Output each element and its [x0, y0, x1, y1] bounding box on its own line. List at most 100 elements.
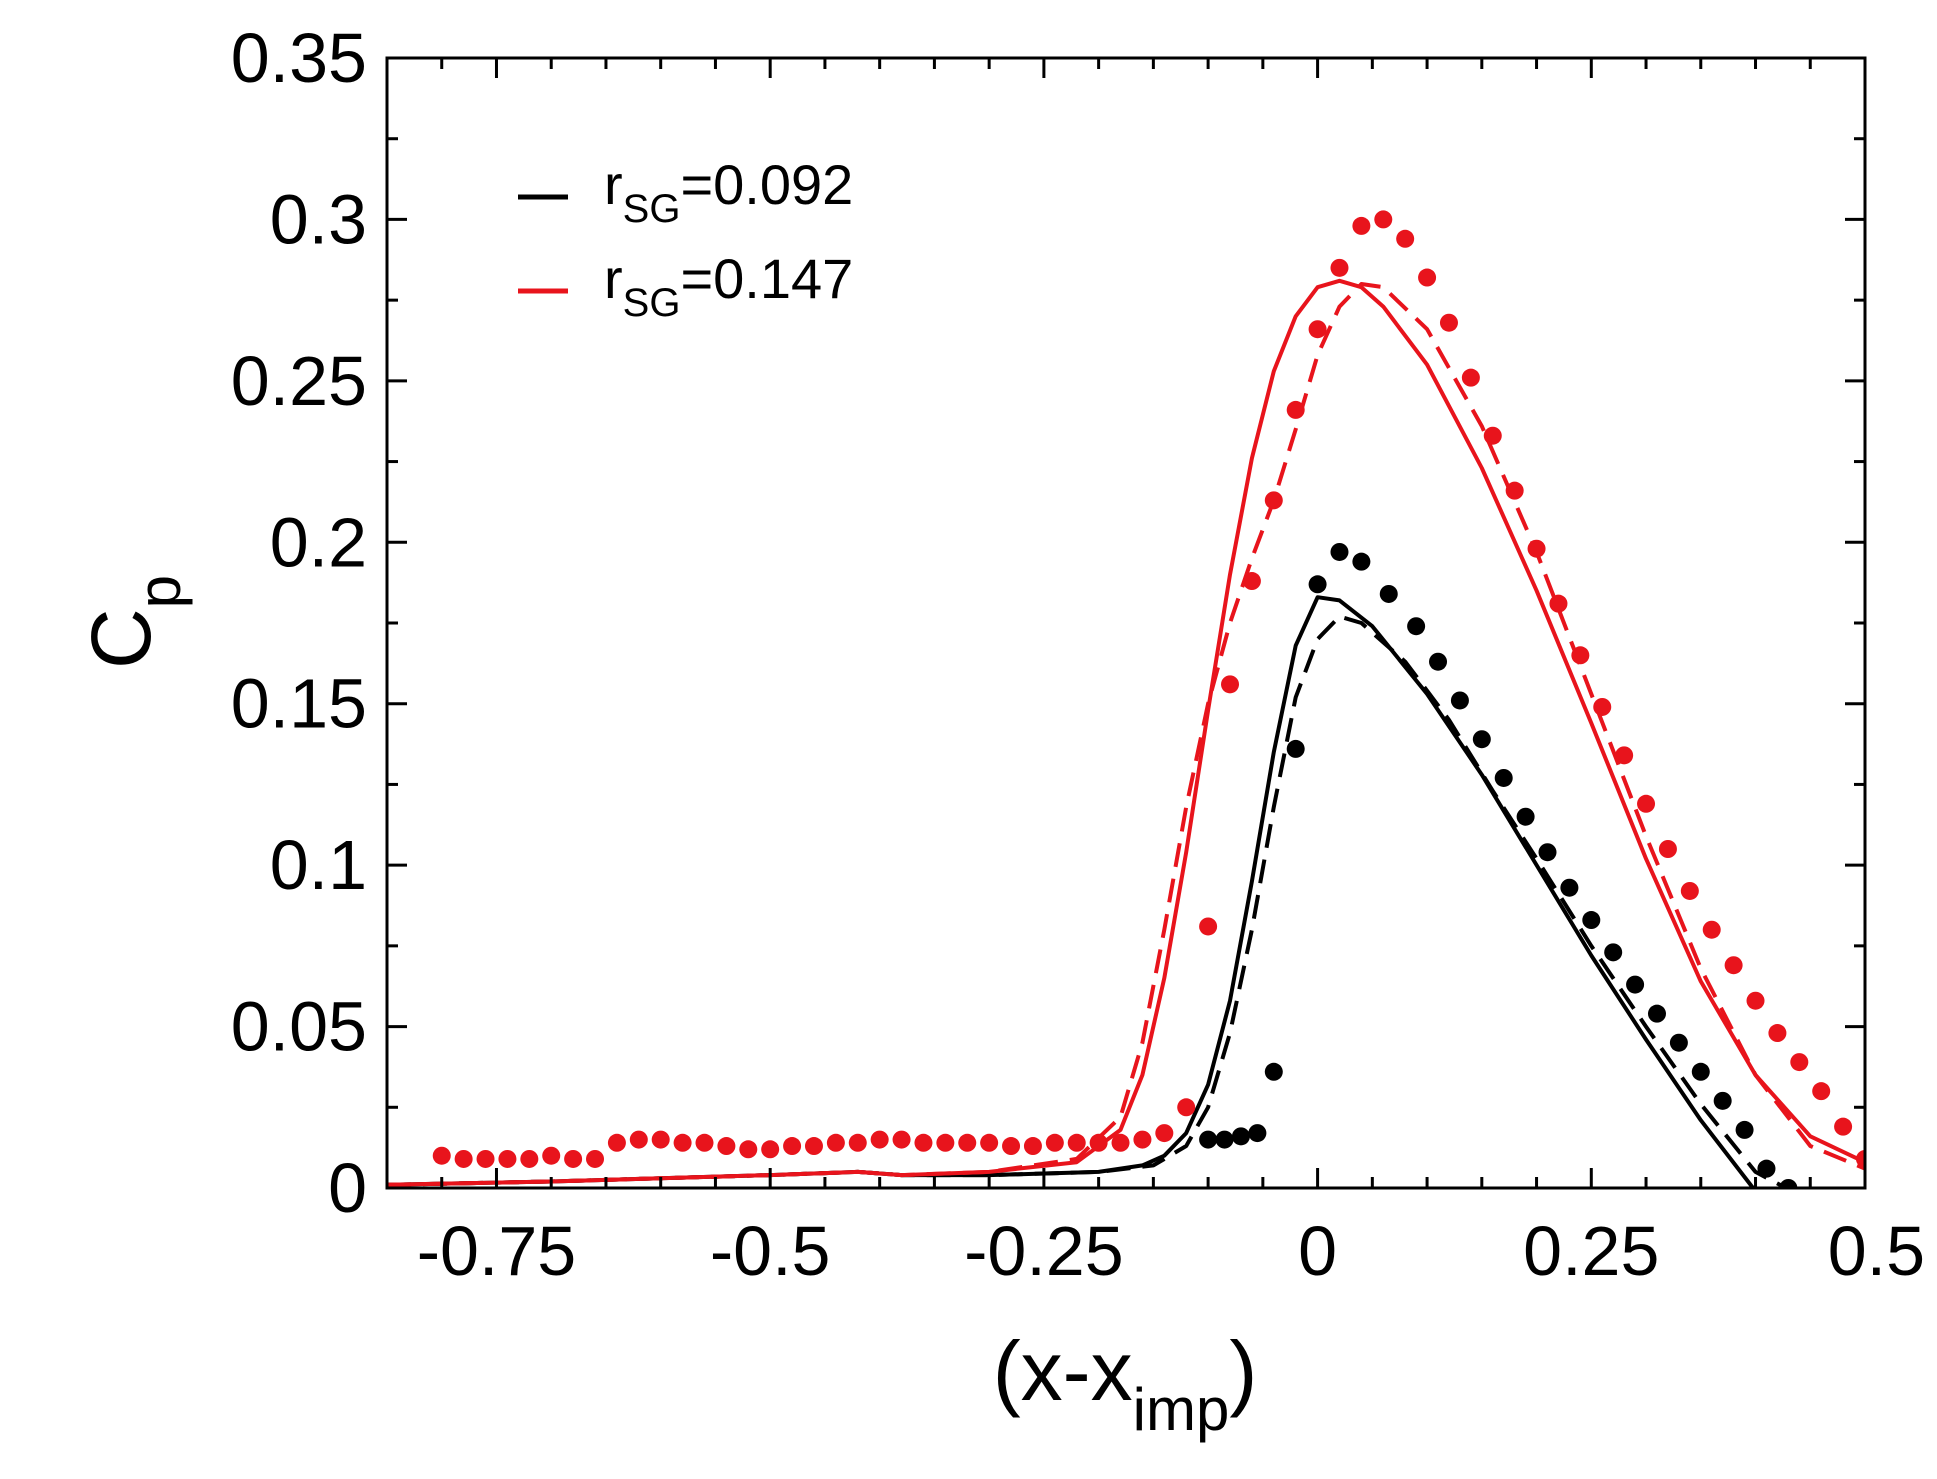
series-6-marker: [1724, 956, 1743, 975]
x-tick-label: -0.75: [417, 1212, 577, 1290]
series-3-marker: [1264, 1062, 1283, 1081]
series-6-marker: [586, 1149, 605, 1168]
x-tick-label: 0.25: [1523, 1212, 1659, 1290]
series-6-marker: [1264, 491, 1283, 510]
series-3-marker: [1757, 1159, 1776, 1178]
series-6-marker: [454, 1149, 473, 1168]
y-tick-label: 0.2: [270, 503, 367, 581]
series-6-marker: [1549, 594, 1568, 613]
series-6-marker: [476, 1149, 495, 1168]
y-tick-label: 0.1: [270, 826, 367, 904]
series-3-marker: [1199, 1130, 1218, 1149]
series-6-marker: [914, 1133, 933, 1152]
series-3-marker: [1538, 843, 1557, 862]
series-6-marker: [958, 1133, 977, 1152]
series-6-marker: [1155, 1124, 1174, 1143]
y-tick-label: 0.25: [231, 342, 367, 420]
series-6-marker: [1133, 1130, 1152, 1149]
series-6-marker: [870, 1130, 889, 1149]
series-6-marker: [1286, 400, 1305, 419]
legend-label-rsg-0092: rSG=0.092: [604, 153, 853, 231]
series-6-marker: [520, 1149, 539, 1168]
x-tick-label: 0.5: [1828, 1212, 1925, 1290]
series-6-marker: [717, 1137, 736, 1156]
series-3-marker: [1407, 617, 1426, 636]
y-tick-label: 0.3: [270, 180, 367, 258]
series-6-marker: [1746, 991, 1765, 1010]
series-6-marker: [1658, 840, 1677, 858]
series-6-marker: [651, 1130, 670, 1149]
series-3-marker: [1286, 739, 1305, 758]
series-6-marker: [1680, 881, 1699, 900]
series-6-marker: [1593, 697, 1612, 716]
series-6-marker: [936, 1133, 955, 1152]
series-3-marker: [1215, 1130, 1234, 1149]
series-6-marker: [1352, 216, 1371, 235]
series-6-marker: [1111, 1133, 1130, 1152]
series-6-marker: [1615, 746, 1634, 765]
series-3-marker: [1352, 552, 1371, 571]
series-6-marker: [1571, 646, 1590, 665]
series-6-marker: [1308, 320, 1327, 339]
series-3-marker: [1472, 730, 1491, 749]
legend-label-rsg-0147: rSG=0.147: [604, 247, 853, 325]
y-tick-label: 0.05: [231, 988, 367, 1066]
series-6-marker: [1790, 1053, 1809, 1072]
series-6-marker: [607, 1133, 626, 1152]
series-3-marker: [1647, 1004, 1666, 1023]
series-3-marker: [1450, 691, 1469, 710]
series-6-marker: [1461, 368, 1480, 387]
series-3-marker: [1429, 652, 1448, 671]
series-6-marker: [804, 1137, 823, 1156]
y-tick-label: 0.35: [231, 19, 367, 97]
series-6-marker: [432, 1146, 451, 1165]
series-6-marker: [1067, 1133, 1086, 1152]
x-tick-label: -0.25: [964, 1212, 1124, 1290]
series-6-marker: [761, 1140, 780, 1159]
series-6-marker: [1768, 1024, 1787, 1043]
series-3-marker: [1516, 807, 1535, 826]
series-6-marker: [1396, 229, 1415, 248]
series-3-marker: [1494, 768, 1513, 787]
x-axis-title: (x-ximp): [993, 1324, 1258, 1443]
series-6-marker: [542, 1146, 561, 1165]
series-4-line: [387, 278, 1865, 1187]
series-5-line: [387, 282, 1865, 1187]
series-6-marker: [1418, 268, 1437, 287]
series-6-marker: [1023, 1137, 1042, 1156]
series-3-marker: [1779, 1179, 1798, 1188]
series-3-marker: [1330, 542, 1349, 561]
series-3-marker: [1735, 1120, 1754, 1139]
series-6-marker: [1527, 539, 1546, 558]
x-tick-label: 0: [1298, 1212, 1337, 1290]
series-3-marker: [1604, 943, 1623, 962]
series-3-marker: [1691, 1062, 1710, 1081]
series-6-marker: [848, 1133, 867, 1152]
series-3-marker: [1713, 1091, 1732, 1110]
series-6-marker: [1221, 675, 1240, 694]
series-6-marker: [695, 1133, 714, 1152]
series-6-marker: [1002, 1137, 1021, 1156]
series-6-marker: [826, 1133, 845, 1152]
y-tick-label: 0.15: [231, 665, 367, 743]
series-3-marker: [1669, 1033, 1688, 1052]
series-3-marker: [1308, 575, 1327, 594]
series-6-marker: [629, 1130, 648, 1149]
series-6-marker: [1483, 426, 1502, 445]
series-6-marker: [1177, 1098, 1196, 1117]
series-6-marker: [739, 1140, 758, 1159]
series-6-marker: [1702, 920, 1721, 939]
y-tick-label: 0: [328, 1149, 367, 1227]
y-axis-title: Cp: [74, 575, 193, 669]
series-3-marker: [1582, 911, 1601, 930]
series-6-marker: [673, 1133, 692, 1152]
series-6-marker: [1242, 572, 1261, 591]
series-6-marker: [980, 1133, 999, 1152]
axis-ticks: [385, 56, 1867, 1190]
series-3-marker: [1626, 975, 1645, 994]
series-6-marker: [892, 1130, 911, 1149]
series-6-marker: [1439, 313, 1458, 332]
series-6-marker: [1812, 1082, 1831, 1101]
series-6-marker: [1505, 481, 1524, 500]
